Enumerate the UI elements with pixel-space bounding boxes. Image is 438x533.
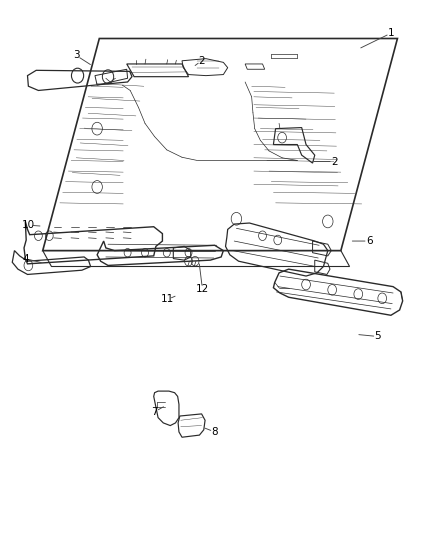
Text: 5: 5 — [374, 332, 381, 342]
Text: 6: 6 — [366, 236, 372, 246]
Text: 2: 2 — [198, 56, 205, 66]
Text: 7: 7 — [151, 407, 158, 417]
Text: 4: 4 — [22, 254, 28, 263]
Text: 10: 10 — [22, 220, 35, 230]
Text: 11: 11 — [161, 294, 174, 304]
Text: 1: 1 — [388, 28, 394, 38]
Text: 2: 2 — [331, 157, 338, 166]
Text: 12: 12 — [196, 284, 209, 294]
Text: 8: 8 — [212, 427, 218, 437]
Text: 3: 3 — [73, 51, 80, 60]
